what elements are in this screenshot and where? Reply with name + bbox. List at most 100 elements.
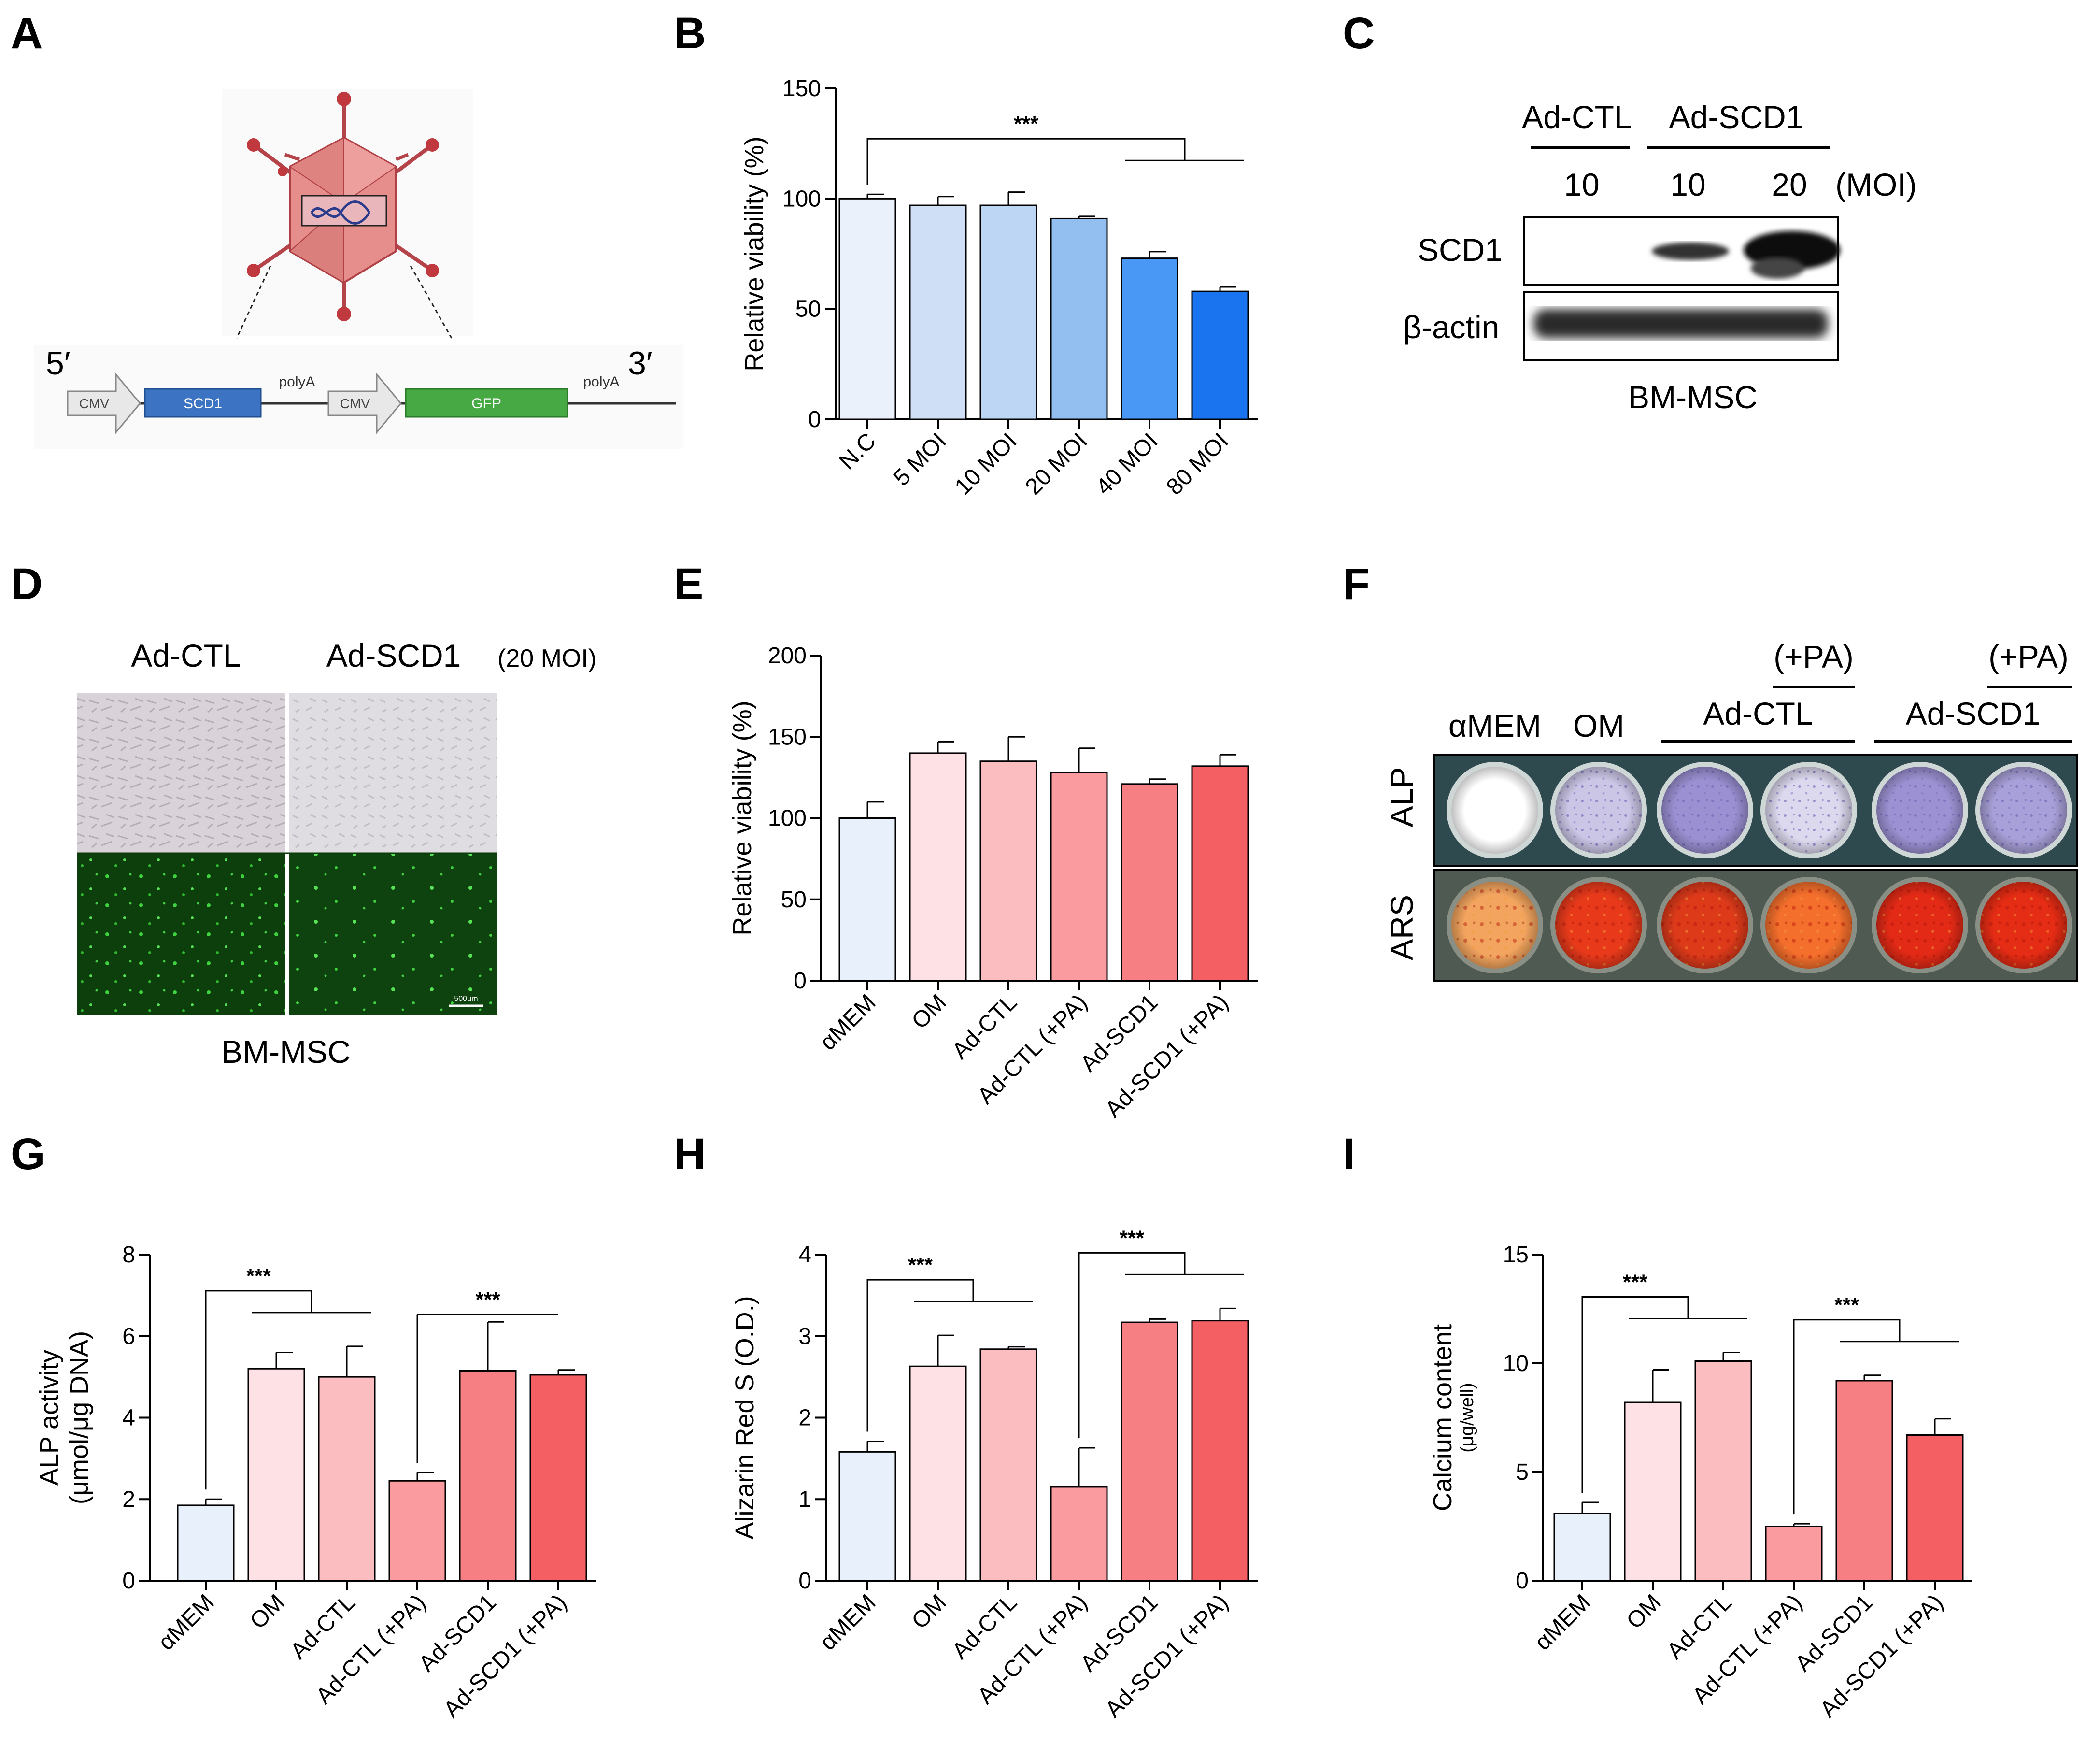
polya-label-1: polyA [279,374,315,390]
bar-e-5 [1191,765,1249,982]
x-tick-label-e-1: OM [907,989,951,1034]
micrograph-grid: 500μm [77,693,497,1015]
bar-b-5 [1191,290,1249,420]
y-axis-label-b: Relative viability (%) [740,136,769,371]
panel-letter-b: B [674,9,706,58]
y-tick-label-i-0: 0 [1516,1568,1529,1594]
sig-stars-g-0: *** [246,1264,271,1288]
sig-bracket-g-0 [205,1290,312,1490]
bar-i-3 [1765,1526,1823,1582]
bar-b-4 [1121,257,1178,420]
bar-i-1 [1624,1401,1682,1582]
panel-letter-e: E [674,559,703,609]
scd1-gene-box [144,388,262,418]
beta-actin-blot [1523,291,1839,361]
scale-bar-label: 500μm [454,995,478,1003]
plate-pa-label-1: (+PA) [1774,639,1854,674]
blot-cell-label: BM-MSC [1628,379,1758,415]
adenovirus-icon [222,89,473,339]
chart-e: 0 50 100 150 200 Relative viability (%) αMEM OM… [728,643,1258,1123]
ars-well-shade-0 [1451,882,1538,969]
x-tick-label-e-5: Ad-SCD1 (+PA) [1100,989,1233,1122]
scd1-blot [1523,216,1840,286]
micro-moi-label: (20 MOI) [497,644,596,672]
panel-d: D Ad-CTL Ad-SCD1 (20 MOI) 500μm BM-MSC [11,559,596,1070]
ars-well-shade-5 [1980,882,2067,969]
micro-col-ad-ctl: Ad-CTL [131,638,241,673]
y-tick-label-b-1: 50 [795,297,821,322]
x-tick-label-g-5: Ad-SCD1 (+PA) [439,1589,571,1722]
bar-g-0 [177,1504,235,1582]
gfp-gene-label: GFP [471,396,501,412]
chart-b: 0 50 100 150 Relative viability (%) N.C 5 MOI1… [740,76,1258,500]
sig-stars-i-1: *** [1834,1293,1859,1317]
bar-b-3 [1050,217,1108,420]
x-tick-label-h-0: αMEM [815,1589,880,1655]
x-tick-label-i-1: OM [1622,1589,1666,1634]
y-tick-label-e-4: 200 [768,643,807,669]
bar-e-4 [1121,783,1178,982]
panel-a: A [11,9,683,449]
y-tick-label-h-4: 4 [798,1242,811,1268]
western-group-ad-ctl: Ad-CTL [1522,99,1632,135]
panel-letter-d: D [11,559,43,609]
y-axis-label-g: ALP activity [35,1350,64,1486]
y-tick-label-b-2: 100 [782,186,821,212]
bar-i-5 [1906,1434,1964,1582]
scd1-gene-label: SCD1 [184,396,222,412]
bar-b-0 [838,198,896,420]
y-tick-label-e-1: 50 [781,887,807,913]
moi-value-3: 20 [1772,167,1807,202]
polya-label-2: polyA [583,374,619,390]
bar-g-3 [388,1480,446,1582]
moi-value-2: 10 [1670,167,1705,202]
y-axis-label-i: Calcium content [1428,1324,1457,1511]
ars-well-shade-1 [1555,882,1642,969]
y-axis-label-e: Relative viability (%) [728,700,757,935]
y-axis-label-h: Alizarin Red S (O.D.) [730,1296,759,1539]
bar-h-4 [1121,1321,1178,1582]
y-tick-label-g-3: 6 [122,1324,135,1349]
micro-cell-label: BM-MSC [221,1034,351,1070]
three-prime-label: 3′ [628,345,653,382]
micro-col-ad-scd1: Ad-SCD1 [326,638,461,673]
panel-letter-a: A [11,9,43,58]
ars-well-shade-2 [1661,882,1748,969]
sig-bracket-h-0 [866,1279,974,1432]
bar-g-5 [529,1374,587,1582]
y-tick-label-e-0: 0 [794,968,807,994]
western-group-ad-scd1: Ad-SCD1 [1669,99,1804,135]
sig-bracket-b-0 [866,138,1186,185]
y-tick-label-h-0: 0 [798,1568,811,1594]
y-tick-label-h-1: 1 [798,1486,811,1512]
x-tick-label-b-3: 20 MOI [1021,428,1093,500]
sig-stars-g-1: *** [475,1288,500,1312]
ars-well-shade-4 [1876,882,1963,969]
bar-g-1 [247,1368,305,1582]
five-prime-label: 5′ [46,345,71,382]
bar-i-0 [1553,1513,1611,1582]
cmv-label-1: CMV [79,396,110,411]
moi-unit: (MOI) [1835,167,1917,202]
panel-f: F αMEM OM (+PA) (+PA) Ad-CTL Ad-SCD1 ALP… [1343,559,2078,982]
y-tick-label-g-0: 0 [122,1568,135,1594]
alp-well-shade-3 [1765,767,1852,854]
alp-well-shade-0 [1451,767,1538,854]
y-tick-label-i-1: 5 [1516,1459,1529,1485]
bar-e-1 [909,752,967,982]
x-tick-label-b-0: N.C [835,428,881,474]
plate-group-ad-scd1: Ad-SCD1 [1906,696,2041,731]
y-tick-label-g-4: 8 [122,1242,135,1268]
bar-b-2 [979,204,1037,420]
panel-letter-f: F [1343,559,1370,609]
y-axis-unit-i: (μg/well) [1457,1383,1477,1452]
bar-g-4 [459,1370,517,1582]
plate-group-ad-ctl: Ad-CTL [1703,696,1813,731]
alp-well-shade-4 [1876,767,1963,854]
panel-letter-h: H [674,1129,706,1179]
y-tick-label-e-3: 150 [768,724,807,750]
x-tick-label-g-1: OM [245,1589,290,1634]
